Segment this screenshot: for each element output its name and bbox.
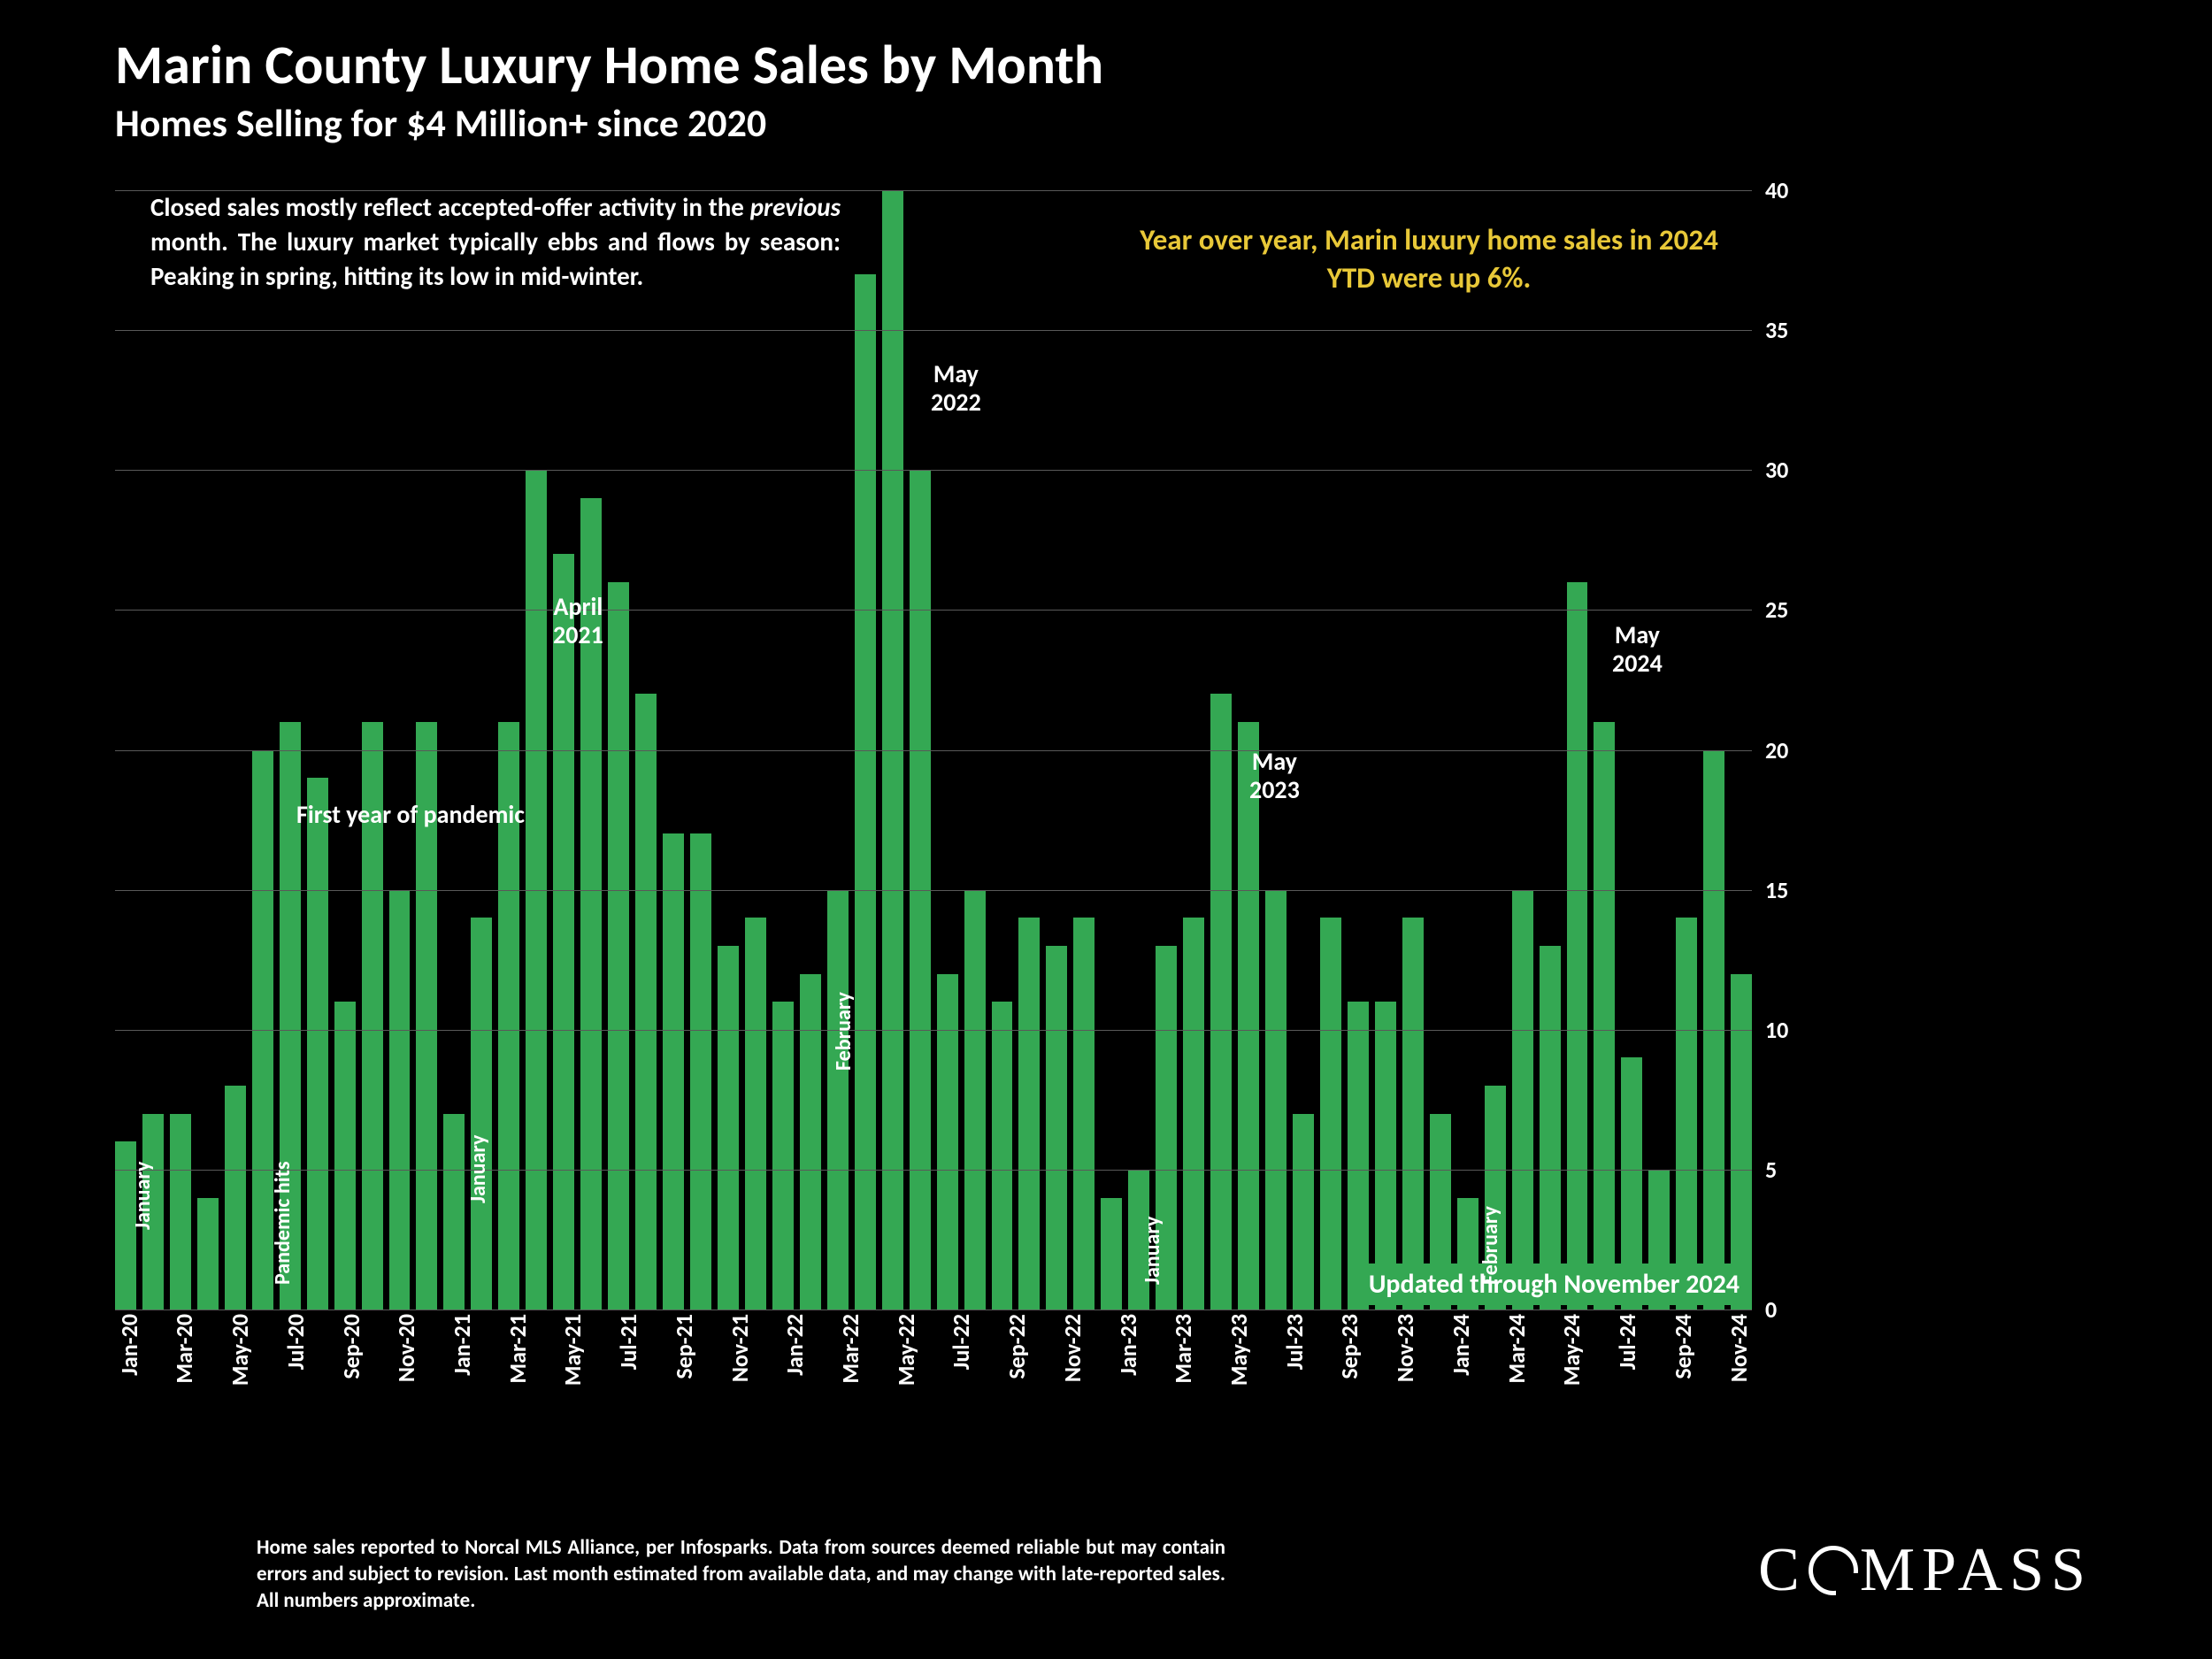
bar — [1320, 918, 1341, 1310]
bar — [800, 974, 821, 1310]
vertical-bar-label: February — [1478, 1206, 1503, 1285]
chart-annotation: April2021 — [553, 593, 603, 649]
bar — [1676, 918, 1697, 1310]
bar — [307, 778, 328, 1310]
logo-o-icon — [1809, 1546, 1858, 1595]
bar — [1183, 918, 1204, 1310]
grid-line — [115, 190, 1752, 191]
y-tick-label: 5 — [1765, 1156, 1809, 1184]
bar — [635, 694, 657, 1310]
bar — [1512, 890, 1533, 1310]
vertical-bar-label: Pandemic hits — [270, 1161, 296, 1285]
y-tick-label: 0 — [1765, 1295, 1809, 1324]
bar — [745, 918, 766, 1310]
bar-chart: Updated through November 2024 0510152025… — [115, 190, 1778, 1310]
bar — [1567, 582, 1588, 1310]
bar — [1594, 722, 1615, 1310]
bar — [663, 833, 684, 1310]
bar — [827, 890, 849, 1310]
bar — [1018, 918, 1040, 1310]
y-tick-label: 15 — [1765, 876, 1809, 904]
bar — [1073, 918, 1094, 1310]
bar — [718, 946, 739, 1310]
bar — [170, 1114, 191, 1310]
grid-line — [115, 1170, 1752, 1171]
grid-line — [115, 470, 1752, 471]
vertical-bar-label: January — [465, 1135, 491, 1203]
chart-annotation: First year of pandemic — [296, 801, 525, 829]
bar — [1731, 974, 1752, 1310]
bar — [1210, 694, 1232, 1310]
bar — [608, 582, 629, 1310]
bar — [443, 1114, 465, 1310]
bar — [389, 890, 411, 1310]
bar — [1293, 1114, 1314, 1310]
vertical-bar-label: January — [130, 1162, 156, 1230]
chart-footnote: Home sales reported to Norcal MLS Allian… — [257, 1535, 1225, 1615]
bar — [964, 890, 986, 1310]
compass-logo: CMPASS — [1758, 1535, 2093, 1606]
bar — [471, 918, 492, 1310]
bar — [1402, 918, 1424, 1310]
grid-line — [115, 750, 1752, 751]
bar — [937, 974, 958, 1310]
plot-area: Updated through November 2024 0510152025… — [115, 190, 1752, 1310]
bar — [225, 1086, 246, 1310]
chart-subtitle: Homes Selling for $4 Million+ since 2020 — [115, 99, 766, 147]
y-tick-label: 20 — [1765, 736, 1809, 764]
bar — [553, 554, 574, 1310]
bar — [334, 1002, 356, 1310]
chart-annotation: May2023 — [1249, 748, 1300, 804]
bar — [855, 274, 876, 1310]
bar — [992, 1002, 1013, 1310]
y-tick-label: 25 — [1765, 595, 1809, 624]
grid-line — [115, 610, 1752, 611]
vertical-bar-label: February — [831, 992, 856, 1071]
bar — [197, 1198, 219, 1310]
bar — [772, 1002, 794, 1310]
bar — [1238, 722, 1259, 1310]
chart-annotation: May2022 — [931, 360, 981, 417]
chart-title: Marin County Luxury Home Sales by Month — [115, 31, 1103, 98]
y-tick-label: 10 — [1765, 1016, 1809, 1044]
grid-line — [115, 1030, 1752, 1031]
bar — [690, 833, 711, 1310]
y-tick-label: 35 — [1765, 316, 1809, 344]
grid-line — [115, 890, 1752, 891]
bar — [1540, 946, 1561, 1310]
bar — [1101, 1198, 1122, 1310]
grid-line — [115, 330, 1752, 331]
y-tick-label: 40 — [1765, 176, 1809, 204]
bar — [1265, 890, 1286, 1310]
update-box: Updated through November 2024 — [1356, 1263, 1752, 1305]
bar — [1046, 946, 1067, 1310]
chart-annotation: May2024 — [1612, 621, 1663, 678]
vertical-bar-label: January — [1140, 1217, 1165, 1285]
y-tick-label: 30 — [1765, 456, 1809, 484]
